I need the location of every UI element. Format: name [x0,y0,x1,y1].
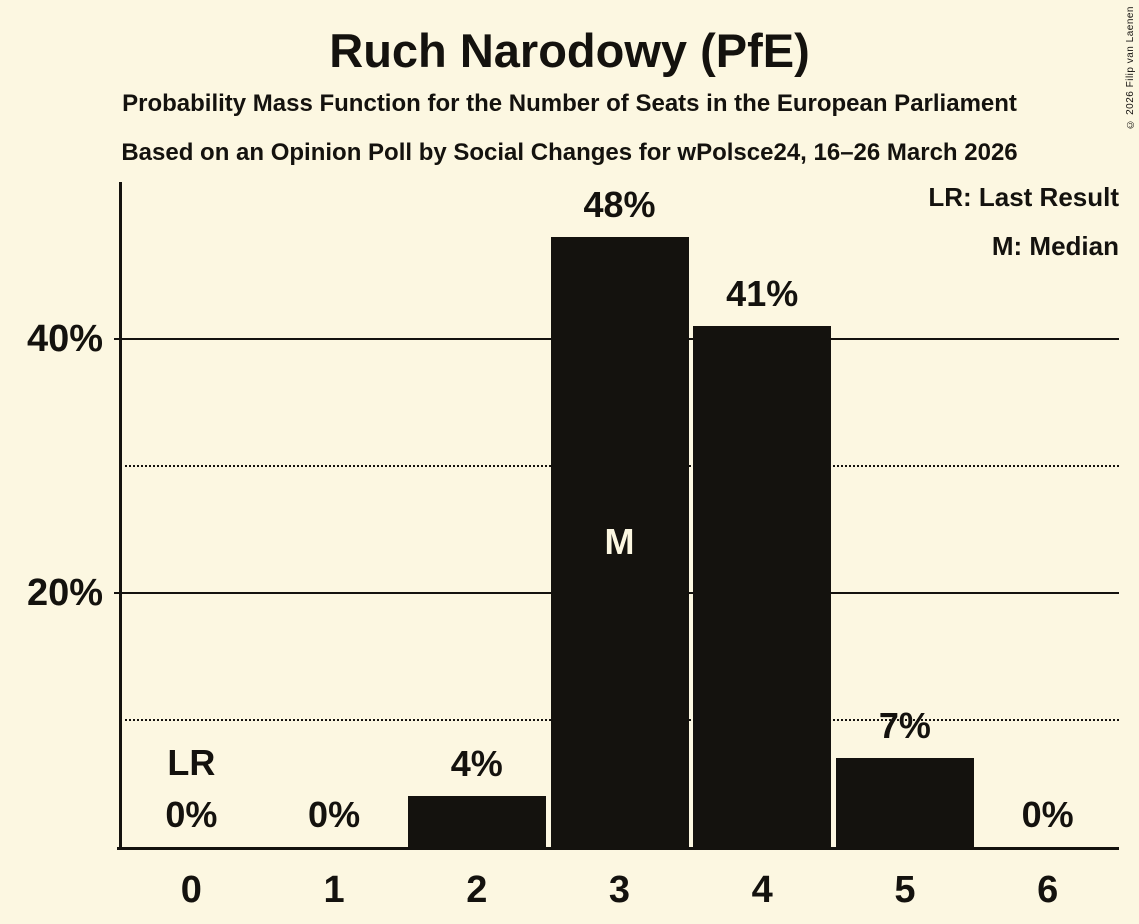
x-axis-tick-label-0: 0 [180,869,202,911]
bar-seats-4 [693,326,832,847]
value-label-seats-1: 0% [308,794,361,835]
chart-legend: LR: Last Result M: Median [928,173,1119,271]
value-label-seats-0: 0% [165,794,218,835]
legend-last-result: LR: Last Result [928,182,1119,212]
last-result-marker: LR [167,742,216,783]
value-label-seats-3: 48% [583,184,656,225]
bar-seats-3 [550,237,689,847]
y-axis-line [119,182,122,850]
x-axis-tick-label-3: 3 [608,869,631,911]
x-axis-tick-label-5: 5 [894,869,916,911]
chart-title: Ruch Narodowy (PfE) [329,24,810,77]
y-axis-tick-label-40: 40% [26,318,103,360]
value-label-seats-5: 7% [878,705,931,746]
x-axis-line [117,847,1119,850]
y-axis-tick-label-20: 20% [26,572,103,614]
bar-seats-2 [407,796,546,847]
copyright-notice: © 2026 Filip van Laenen [1125,6,1136,130]
chart-subtitle-line2: Based on an Opinion Poll by Social Chang… [121,139,1018,166]
value-label-seats-2: 4% [450,743,503,784]
plot-area: 0% 0% 4% 48% 41% 7% 0% LR M [114,182,1119,850]
legend-median: M: Median [991,231,1119,261]
value-label-seats-6: 0% [1021,794,1074,835]
median-marker: M [604,521,635,562]
bar-seats-5 [835,758,974,847]
x-axis-tick-label-6: 6 [1037,869,1059,911]
x-axis-tick-label-1: 1 [323,869,345,911]
value-label-seats-4: 41% [726,273,799,314]
x-axis-tick-label-2: 2 [466,869,488,911]
chart-subtitle-line1: Probability Mass Function for the Number… [122,90,1017,117]
x-axis-tick-label-4: 4 [751,869,773,911]
